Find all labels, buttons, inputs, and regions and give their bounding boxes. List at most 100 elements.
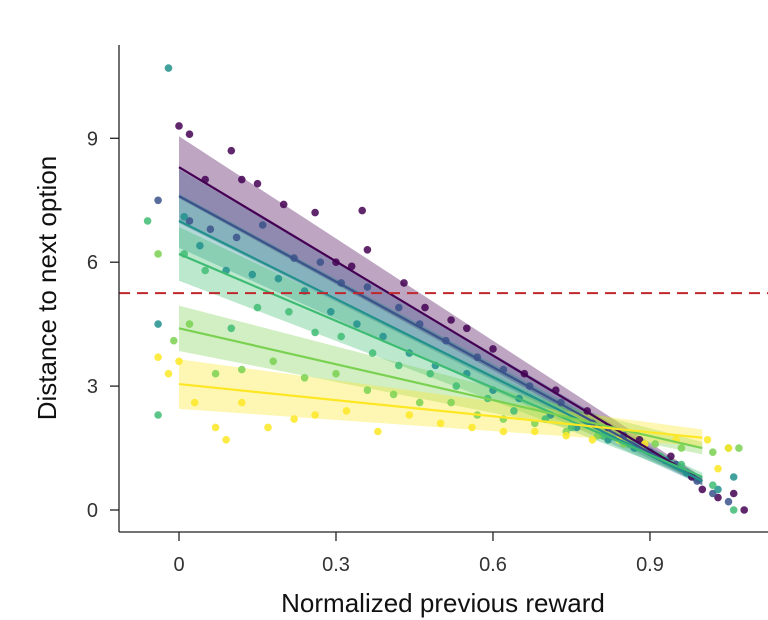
data-point-s4-22 (709, 481, 717, 490)
data-point-s4-15 (510, 407, 518, 415)
data-point-s1-10 (347, 262, 356, 271)
data-point-s1-8 (311, 208, 319, 217)
data-point-s1-13 (400, 279, 408, 287)
data-point-s4-11 (395, 361, 403, 370)
data-point-s1-6 (253, 179, 262, 188)
data-point-s6-14 (436, 419, 445, 428)
data-point-s6-15 (468, 423, 476, 432)
data-point-s3-1 (164, 64, 173, 72)
data-point-s3-11 (379, 332, 387, 341)
data-point-s1-14 (421, 303, 429, 312)
data-point-s6-1 (154, 353, 162, 362)
data-point-s5-3 (185, 320, 194, 328)
data-point-s6-6 (222, 436, 230, 444)
data-point-s1-2 (185, 130, 194, 138)
data-point-s1-25 (698, 485, 707, 494)
fit-line-6 (178, 382, 703, 439)
y-tick-label-4: 9 (87, 128, 98, 150)
fit-line-4 (178, 252, 703, 478)
data-point-s6-8 (264, 423, 272, 432)
data-point-s6-3 (175, 357, 183, 366)
data-point-s6-11 (342, 407, 351, 415)
data-point-s5-1 (154, 250, 162, 258)
data-point-s5-2 (170, 336, 178, 345)
data-point-s5-7 (300, 374, 309, 382)
data-point-s6-13 (405, 411, 414, 419)
data-point-s1-27 (729, 489, 738, 498)
data-point-s3-9 (327, 308, 335, 316)
fit-line-3 (178, 219, 703, 483)
data-point-s6-9 (290, 415, 298, 423)
data-point-s2-9 (363, 283, 372, 291)
axes (118, 45, 768, 533)
y-axis-title: Distance to next option (32, 156, 62, 421)
data-point-s3-23 (714, 485, 722, 494)
fit-line-1 (178, 166, 703, 483)
x-axis-title: Normalized previous reward (281, 588, 605, 618)
data-point-s6-23 (703, 436, 712, 444)
data-point-s4-23 (729, 506, 738, 514)
data-point-s1-1 (175, 122, 183, 130)
data-point-s6-2 (164, 369, 173, 378)
data-point-s2-1 (154, 196, 162, 205)
data-point-s4-12 (426, 369, 435, 378)
data-point-s3-6 (248, 270, 257, 279)
data-point-s2-4 (232, 233, 241, 242)
data-point-s6-12 (374, 427, 382, 436)
data-point-s2-3 (206, 225, 215, 233)
data-point-s4-2 (154, 411, 162, 419)
data-point-s3-4 (196, 241, 204, 250)
data-point-s3-10 (353, 320, 361, 328)
data-point-s4-8 (311, 328, 319, 337)
data-point-s1-7 (279, 200, 288, 209)
x-tick-label-3: 0.6 (479, 554, 507, 576)
data-point-s3-2 (154, 320, 162, 328)
data-point-s1-4 (227, 146, 236, 155)
data-point-s2-2 (185, 217, 194, 225)
y-ticks: 0 3 6 9 (87, 128, 119, 522)
x-tick-label-4: 0.9 (636, 554, 664, 576)
data-point-s1-15 (447, 316, 455, 324)
data-point-s5-20 (677, 444, 686, 452)
data-point-s2-10 (395, 303, 403, 312)
data-point-s1-16 (463, 324, 471, 333)
data-point-s5-19 (651, 440, 659, 448)
data-point-s1-5 (238, 175, 246, 184)
data-point-s6-24 (714, 464, 722, 473)
data-point-s2-7 (316, 258, 325, 267)
fit-line-2 (178, 195, 703, 483)
data-point-s4-5 (227, 324, 236, 333)
data-point-s5-6 (269, 357, 278, 366)
data-point-s4-9 (337, 332, 346, 341)
confidence-band-2 (179, 169, 703, 486)
data-point-s1-28 (740, 506, 748, 514)
confidence-band-1 (179, 136, 703, 486)
data-point-s6-5 (211, 423, 220, 432)
data-point-s1-17 (489, 345, 497, 353)
regression-lines (178, 166, 703, 483)
data-point-s3-3 (180, 213, 188, 221)
data-point-s1-23 (667, 452, 675, 461)
data-point-s6-19 (588, 436, 597, 444)
data-point-s4-6 (253, 303, 262, 312)
data-point-s1-12 (358, 206, 367, 215)
data-point-s5-11 (415, 398, 424, 407)
data-point-s2-23 (724, 497, 733, 506)
data-point-s5-21 (709, 448, 717, 457)
x-tick-label-1: 0 (173, 554, 184, 576)
data-point-s2-5 (258, 221, 267, 229)
data-point-s6-7 (238, 398, 246, 407)
data-point-s6-4 (190, 398, 199, 407)
data-point-s4-1 (143, 217, 152, 225)
data-point-s5-8 (332, 369, 340, 378)
y-tick-label-1: 0 (87, 500, 98, 522)
data-point-s4-7 (285, 308, 293, 316)
x-tick-label-2: 0.3 (322, 554, 350, 576)
data-point-s4-4 (201, 266, 209, 275)
data-point-s4-13 (452, 382, 461, 390)
data-point-s6-25 (724, 444, 733, 452)
data-point-s6-17 (531, 427, 539, 436)
data-point-s5-12 (447, 398, 455, 407)
data-point-s5-9 (363, 386, 372, 395)
